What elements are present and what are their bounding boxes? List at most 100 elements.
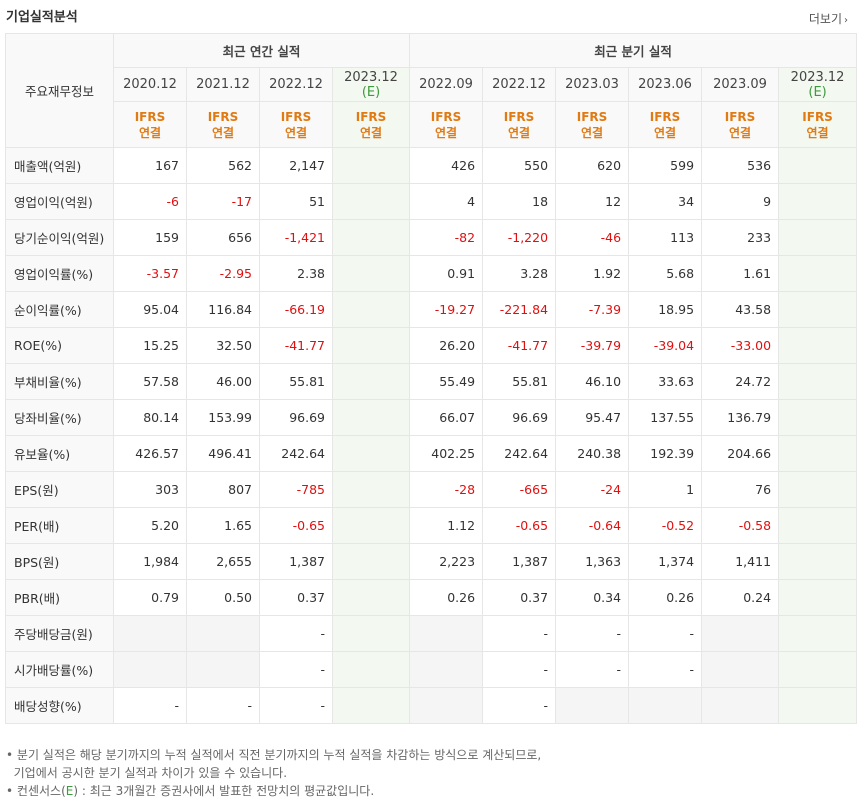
table-row: ROE(%) 15.25 32.50 -41.77 26.20 -41.77 -39.79-… [5, 327, 858, 364]
ifrs-label: IFRS 연결 [113, 101, 187, 148]
table-cell: -41.77 [482, 327, 557, 364]
table-cell: 76 [701, 471, 780, 508]
table-cell: -28 [409, 471, 484, 508]
table-cell: 2.38 [259, 255, 333, 292]
table-cell [113, 615, 187, 652]
table-cell: - [259, 651, 333, 688]
table-cell: -0.64 [555, 507, 630, 544]
table-cell-estimate [331, 363, 411, 400]
table-cell: 46.00 [186, 363, 260, 400]
table-cell: 9 [701, 183, 780, 220]
column-date: 2022.12 [259, 67, 333, 102]
table-cell: -66.19 [259, 291, 333, 328]
table-cell [186, 651, 260, 688]
table-cell: 96.69 [482, 399, 557, 436]
table-cell: 0.34 [555, 579, 630, 616]
table-row: 당좌비율(%) 80.14 153.99 96.69 66.07 96.69 95.47 13… [5, 399, 858, 436]
table-cell: -24 [555, 471, 630, 508]
table-cell-estimate [331, 219, 411, 256]
ifrs-label: IFRS 연결 [628, 101, 703, 148]
table-cell: 0.37 [259, 579, 333, 616]
table-cell: 496.41 [186, 435, 260, 472]
table-cell: 116.84 [186, 291, 260, 328]
row-label: 유보율(%) [5, 435, 114, 472]
row-label: 부채비율(%) [5, 363, 114, 400]
quarter-group-header: 최근 분기 실적 [409, 33, 858, 68]
table-cell-estimate [778, 471, 858, 508]
table-cell-estimate [331, 507, 411, 544]
table-cell-estimate [331, 435, 411, 472]
table-row: 영업이익률(%) -3.57 -2.95 2.38 0.91 3.28 1.92 5.68 1.… [5, 255, 858, 292]
table-cell-estimate [778, 327, 858, 364]
table-cell-estimate [778, 543, 858, 580]
table-cell: -39.79 [555, 327, 630, 364]
table-cell-estimate [778, 579, 858, 616]
table-cell-estimate [778, 507, 858, 544]
table-cell-estimate [778, 687, 858, 724]
footnotes: • 분기 실적은 해당 분기까지의 누적 실적에서 직전 분기까지의 누적 실적… [6, 746, 541, 800]
table-cell: 57.58 [113, 363, 187, 400]
table-cell: - [628, 615, 703, 652]
table-cell: -19.27 [409, 291, 484, 328]
table-cell: - [482, 651, 557, 688]
ifrs-label: IFRS 연결 [778, 101, 858, 148]
table-cell: 2,655 [186, 543, 260, 580]
table-cell: -2.95 [186, 255, 260, 292]
table-cell: -7.39 [555, 291, 630, 328]
table-cell: -1,421 [259, 219, 333, 256]
table-cell-estimate [778, 615, 858, 652]
table-cell: 113 [628, 219, 703, 256]
table-cell: - [555, 651, 630, 688]
column-date-estimate: 2023.12 (E) [778, 67, 858, 102]
table-cell: -3.57 [113, 255, 187, 292]
ifrs-label: IFRS 연결 [331, 101, 411, 148]
table-cell-estimate [331, 651, 411, 688]
table-cell-estimate [778, 291, 858, 328]
table-cell-estimate [331, 579, 411, 616]
table-cell: 18 [482, 183, 557, 220]
table-cell: 1,387 [482, 543, 557, 580]
table-cell: - [259, 687, 333, 724]
column-date: 2023.06 [628, 67, 703, 102]
table-cell: 1,411 [701, 543, 780, 580]
table-cell: -0.65 [259, 507, 333, 544]
table-cell: 426.57 [113, 435, 187, 472]
table-cell: 656 [186, 219, 260, 256]
table-cell: 620 [555, 147, 630, 184]
table-cell-estimate [331, 687, 411, 724]
table-cell: 66.07 [409, 399, 484, 436]
ifrs-label: IFRS 연결 [409, 101, 484, 148]
table-cell-estimate [778, 219, 858, 256]
column-date: 2022.12 [482, 67, 557, 102]
table-cell: 0.37 [482, 579, 557, 616]
table-cell: - [113, 687, 187, 724]
table-cell-estimate [778, 435, 858, 472]
table-cell: -39.04 [628, 327, 703, 364]
column-date: 2023.09 [701, 67, 780, 102]
column-date: 2023.03 [555, 67, 630, 102]
table-cell: 192.39 [628, 435, 703, 472]
table-cell-estimate [778, 399, 858, 436]
table-cell: 12 [555, 183, 630, 220]
table-cell: 18.95 [628, 291, 703, 328]
table-row: 매출액(억원) 167 562 2,147 426 550 620 599 536 [5, 147, 858, 184]
table-row: 주당배당금(원) - - - - [5, 615, 858, 652]
row-label: BPS(원) [5, 543, 114, 580]
table-cell: 2,147 [259, 147, 333, 184]
table-cell: 96.69 [259, 399, 333, 436]
table-row: EPS(원) 303 807 -785 -28 -665 -24 1 76 [5, 471, 858, 508]
row-label: 당좌비율(%) [5, 399, 114, 436]
table-row: 당기순이익(억원) 159 656 -1,421 -82 -1,220 -46 113 233 [5, 219, 858, 256]
table-cell-estimate [331, 543, 411, 580]
row-label: ROE(%) [5, 327, 114, 364]
more-link[interactable]: 더보기 › [809, 10, 848, 27]
table-cell [409, 651, 484, 688]
row-label: 영업이익률(%) [5, 255, 114, 292]
column-date: 2022.09 [409, 67, 484, 102]
table-cell [628, 687, 703, 724]
table-cell [186, 615, 260, 652]
table-cell: -785 [259, 471, 333, 508]
table-cell: 807 [186, 471, 260, 508]
table-cell-estimate [331, 615, 411, 652]
table-cell [701, 651, 780, 688]
